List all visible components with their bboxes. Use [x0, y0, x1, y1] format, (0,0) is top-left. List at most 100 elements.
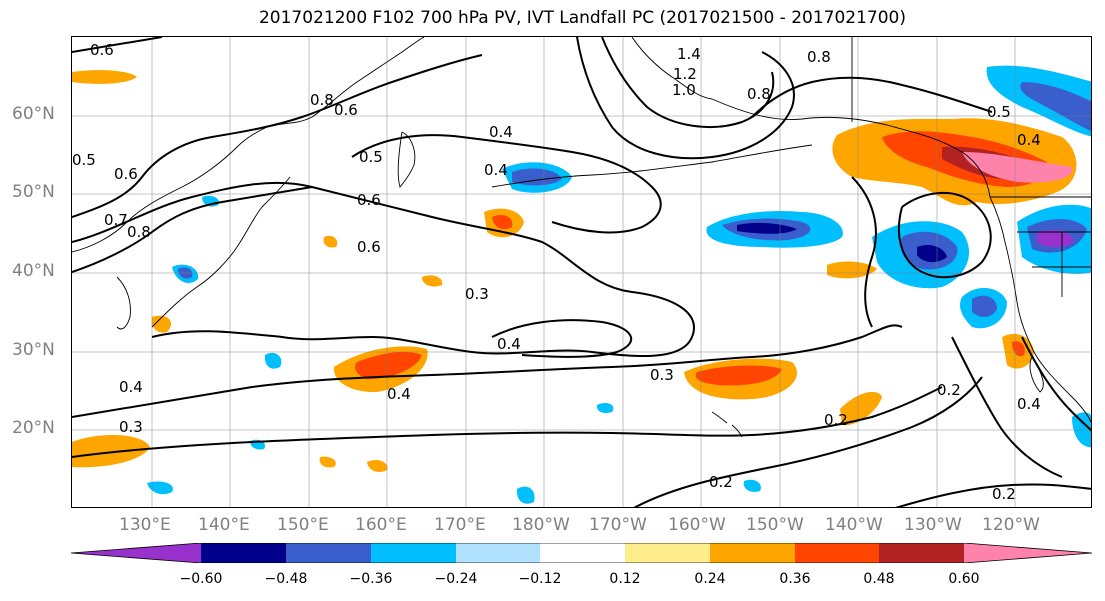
colorbar-tick: 0.36 — [779, 571, 811, 587]
lon-label-160w: 160°W — [668, 515, 726, 535]
contour-label: 0.6 — [90, 41, 114, 59]
contour-label: 0.4 — [1017, 395, 1041, 413]
positive-anomaly-gulf-alaska-max — [962, 152, 1073, 183]
positive-anomaly-subtropical-west-core — [355, 351, 422, 379]
contour-label: 0.3 — [465, 285, 489, 303]
lon-label-140e: 140°E — [198, 515, 250, 535]
contour-line — [72, 324, 903, 418]
contour-label: 0.5 — [359, 148, 383, 166]
coastline-hawaii — [711, 411, 743, 438]
contour-label: 0.6 — [357, 238, 381, 256]
negative-anomaly-small-5 — [596, 402, 614, 414]
lon-label-160e: 160°E — [355, 515, 407, 535]
colorbar — [70, 542, 1093, 564]
contour-line — [897, 191, 992, 279]
negative-anomaly-north-pacific-core — [512, 168, 562, 186]
contour-label: 0.6 — [114, 165, 138, 183]
contour-label: 0.7 — [104, 211, 128, 229]
map-canvas: 0.6 0.8 0.6 0.5 0.6 0.7 0.8 0.6 0.5 0.6 … — [72, 37, 1091, 507]
colorbar-segment — [625, 543, 710, 563]
negative-anomaly-small-2 — [516, 486, 535, 504]
contour-label: 0.8 — [747, 85, 771, 103]
coastline-korea — [116, 276, 131, 330]
contour-line — [491, 319, 632, 358]
positive-anomaly-small-3 — [827, 261, 877, 279]
contour-line — [72, 181, 695, 358]
positive-anomaly-small-5 — [319, 456, 336, 468]
contour-label: 0.5 — [72, 151, 96, 169]
contour-label: 0.2 — [992, 485, 1016, 503]
contour-line — [751, 76, 993, 118]
graticule — [72, 37, 1091, 507]
coastlines — [72, 37, 1091, 438]
colorbar-segment — [795, 543, 879, 563]
colorbar-tick: 0.48 — [863, 571, 895, 587]
colorbar-tick: −0.60 — [179, 571, 223, 587]
positive-anomaly-east-tropics — [840, 391, 882, 426]
positive-anomaly-west-pacific-core — [492, 215, 513, 230]
negative-anomaly-small-1 — [264, 352, 282, 369]
colorbar-tick: −0.12 — [518, 571, 562, 587]
contour-label: 1.2 — [673, 65, 697, 83]
colorbar-svg — [70, 542, 1093, 564]
map-panel: 0.6 0.8 0.6 0.5 0.6 0.7 0.8 0.6 0.5 0.6 … — [71, 36, 1092, 508]
positive-anomaly-southwest — [72, 435, 150, 468]
colorbar-segment — [710, 543, 795, 563]
negative-anomaly-small-4 — [147, 481, 173, 495]
lon-label-150w: 150°W — [746, 515, 804, 535]
contour-label: 0.6 — [334, 101, 358, 119]
contour-line — [951, 336, 1063, 478]
contour-line — [351, 134, 662, 234]
contour-line — [72, 386, 943, 458]
colorbar-segment — [201, 543, 286, 563]
contour-label: 0.4 — [119, 378, 143, 396]
contour-line — [576, 37, 795, 160]
lat-label-40n: 40°N — [12, 261, 55, 281]
colorbar-tick: 0.24 — [694, 571, 726, 587]
negative-anomaly-northeast-core — [1020, 82, 1091, 132]
contour-label: 0.4 — [387, 385, 411, 403]
lon-label-120w: 120°W — [982, 515, 1040, 535]
contour-line — [895, 483, 1091, 507]
negative-anomaly-offshore-low-max — [917, 245, 947, 263]
colorbar-tick: 0.60 — [948, 571, 980, 587]
contour-label: 1.4 — [677, 45, 701, 63]
contour-label: 0.4 — [489, 123, 513, 141]
coastline-aleutians — [491, 144, 813, 188]
colorbar-extend-high — [964, 543, 1092, 563]
contour-line — [72, 54, 483, 218]
contour-label: 0.4 — [1017, 131, 1041, 149]
contour-line — [851, 176, 877, 328]
negative-anomaly-small-6 — [743, 479, 761, 492]
positive-anomaly-small-2 — [323, 235, 338, 248]
lon-label-130w: 130°W — [904, 515, 962, 535]
contour-line — [72, 186, 313, 273]
lon-label-180w: 180°W — [512, 515, 570, 535]
coastline-japan — [151, 176, 291, 328]
contour-label: 0.8 — [127, 223, 151, 241]
contour-line — [633, 376, 983, 507]
contour-label: 0.8 — [807, 48, 831, 66]
lat-label-30n: 30°N — [12, 340, 55, 360]
coastline-kamchatka — [397, 131, 416, 188]
map-title: 2017021200 F102 700 hPa PV, IVT Landfall… — [258, 8, 906, 28]
negative-anomaly-central-pacific-max — [737, 222, 797, 234]
contour-line — [72, 37, 163, 53]
contour-label: 0.2 — [937, 381, 961, 399]
contour-label: 0.3 — [119, 418, 143, 436]
contour-label: 0.5 — [987, 103, 1011, 121]
colorbar-extend-low — [71, 543, 201, 563]
contour-label: 0.4 — [484, 161, 508, 179]
lon-label-170w: 170°W — [589, 515, 647, 535]
lon-label-150e: 150°E — [277, 515, 329, 535]
colorbar-tick: −0.24 — [434, 571, 478, 587]
lat-label-60n: 60°N — [12, 104, 55, 124]
contour-label: 0.3 — [650, 366, 674, 384]
coastline-alaska-west — [631, 37, 713, 100]
colorbar-segment — [456, 543, 540, 563]
contour-label: 0.2 — [824, 411, 848, 429]
positive-anomaly-small-4 — [367, 459, 388, 473]
negative-anomaly-california-core — [972, 295, 997, 317]
contour-label: 0.6 — [357, 191, 381, 209]
contour-label: 1.0 — [672, 81, 696, 99]
